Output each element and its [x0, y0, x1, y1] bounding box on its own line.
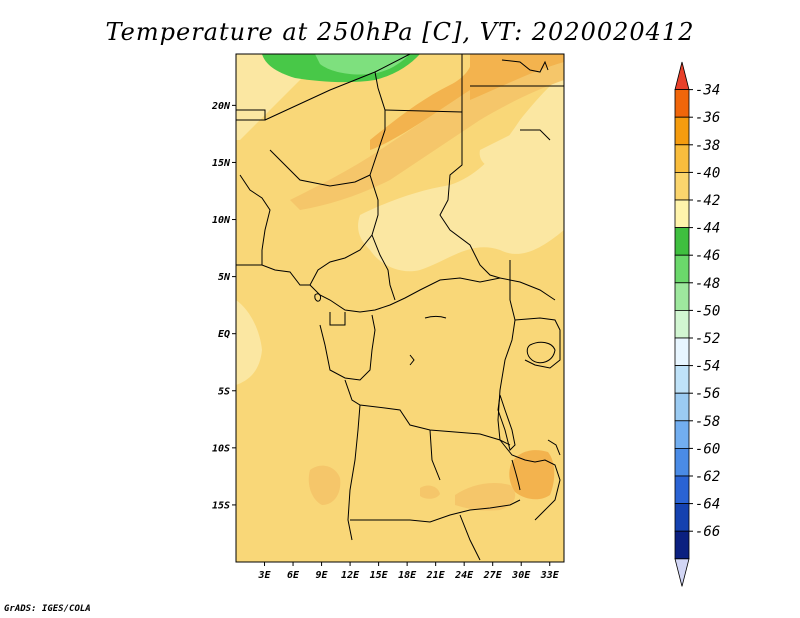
- lat-tick-label: 20N: [211, 101, 231, 112]
- field-lightgreen: [315, 54, 410, 75]
- field-light-west: [236, 300, 262, 385]
- colorbar-label: -66: [695, 524, 720, 540]
- colorbar-label: -36: [695, 110, 720, 126]
- grads-credit: GrADS: IGES/COLA: [4, 604, 91, 614]
- field-mid-southwest: [308, 465, 341, 505]
- colorbar-label: -44: [695, 221, 720, 237]
- colorbar-label: -54: [695, 359, 720, 375]
- field-light-north: [236, 54, 330, 140]
- field-mid-band: [290, 56, 564, 210]
- colorbar-label: -42: [695, 193, 720, 209]
- lon-tick-label: 27E: [483, 570, 503, 581]
- colorbar-label: -52: [695, 331, 720, 347]
- colorbar-label: -40: [695, 165, 720, 181]
- colorbar-swatch: [674, 89, 690, 118]
- colorbar-label: -62: [695, 469, 720, 485]
- colorbar-bottom-triangle: [674, 558, 690, 587]
- colorbar-swatch: [674, 282, 690, 311]
- colorbar-swatch: [674, 420, 690, 449]
- map-frame: [235, 53, 565, 563]
- lat-tick-label: EQ: [218, 329, 230, 340]
- colorbar-swatch: [674, 171, 690, 201]
- colorbar-swatch: [674, 227, 690, 256]
- colorbar-swatch: [674, 475, 690, 505]
- colorbar-swatch: [674, 503, 690, 532]
- colorbar-swatch: [674, 254, 690, 284]
- field-light-central: [358, 75, 564, 272]
- colorbar-swatch: [674, 309, 690, 339]
- lon-tick-label: 9E: [316, 570, 329, 581]
- lakes: [314, 293, 556, 491]
- colorbar-label: -56: [695, 386, 720, 402]
- field-mid-south: [420, 485, 440, 499]
- field-warm-southeast: [509, 450, 555, 500]
- lon-tick-label: 6E: [287, 570, 300, 581]
- lat-tick-label: 5N: [218, 272, 231, 283]
- field-warm-northeast: [470, 54, 564, 100]
- colorbar-label: -50: [695, 303, 720, 319]
- colorbar-swatch: [674, 530, 690, 560]
- lat-tick-label: 5S: [218, 386, 230, 397]
- map-panel: 20N 15N 10N 5N EQ 5S 10S 15S 3E 6E 9E 12E 15E 18E 21E…: [211, 53, 565, 581]
- field-warm-band: [370, 54, 530, 150]
- lat-tick-label: 15S: [212, 500, 230, 511]
- colorbar-top-triangle: [674, 61, 690, 90]
- colorbar-label: -46: [695, 248, 720, 264]
- lon-tick-label: 15E: [370, 570, 389, 581]
- latitude-axis: 20N 15N 10N 5N EQ 5S 10S 15S: [211, 101, 236, 511]
- lon-tick-label: 30E: [511, 570, 531, 581]
- country-borders: [236, 54, 564, 561]
- colorbar-swatch: [674, 144, 690, 173]
- colorbar: -34 -36 -38 -40 -42 -44 -46 -48 -50 -52 -54 -56 -58 -…: [674, 61, 720, 587]
- lat-tick-label: 10N: [212, 215, 231, 226]
- lat-tick-label: 10S: [212, 443, 230, 454]
- map-title: Temperature at 250hPa [C], VT: 202002041…: [105, 18, 695, 46]
- colorbar-label: -58: [695, 414, 720, 430]
- colorbar-label: -48: [695, 276, 720, 292]
- colorbar-swatch: [674, 447, 690, 477]
- lon-tick-label: 18E: [398, 570, 417, 581]
- colorbar-swatch: [674, 337, 690, 367]
- lon-tick-label: 21E: [426, 570, 446, 581]
- lon-tick-label: 24E: [454, 570, 474, 581]
- colorbar-swatch: [674, 365, 690, 394]
- field-mid-southeast: [455, 483, 516, 511]
- colorbar-label: -64: [695, 497, 720, 513]
- lat-tick-label: 15N: [212, 158, 231, 169]
- colorbar-swatch: [674, 199, 690, 229]
- colorbar-swatch: [674, 392, 690, 422]
- lon-tick-label: 33E: [540, 570, 560, 581]
- colorbar-label: -38: [695, 138, 720, 154]
- colorbar-label: -60: [695, 441, 720, 457]
- field-light-east: [479, 110, 564, 170]
- colorbar-label: -34: [695, 83, 720, 99]
- longitude-axis: 3E 6E 9E 12E 15E 18E 21E 24E 27E 30E 33E: [257, 562, 560, 581]
- colorbar-swatch: [674, 116, 690, 146]
- lon-tick-label: 3E: [257, 570, 271, 581]
- temperature-field: [236, 54, 564, 562]
- lon-tick-label: 12E: [341, 570, 360, 581]
